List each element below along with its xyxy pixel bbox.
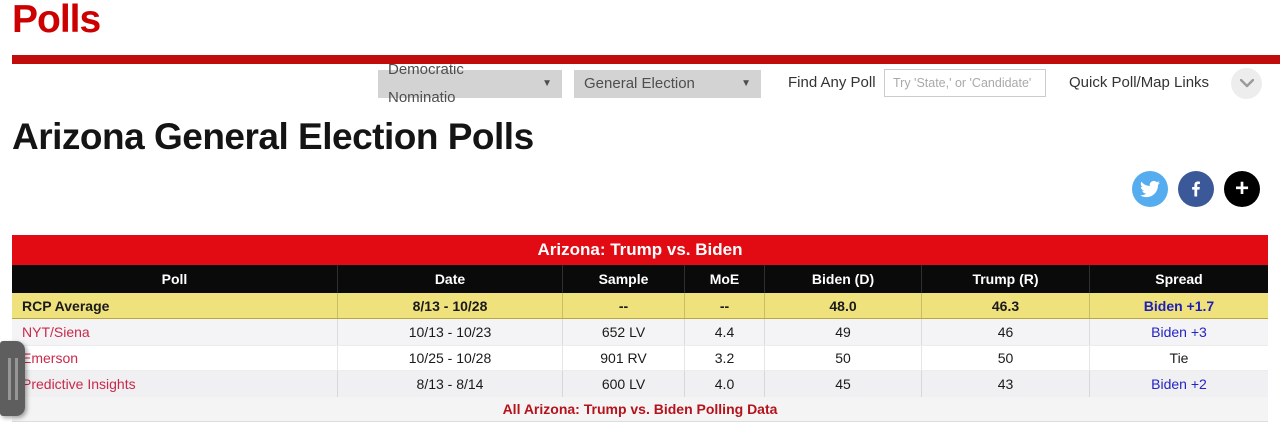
header-divider-bar <box>12 55 1280 64</box>
poll-sample: -- <box>563 293 685 318</box>
column-header-biden: Biden (D) <box>765 265 922 293</box>
spread-value[interactable]: Biden +2 <box>1151 376 1207 392</box>
all-polling-data-link[interactable]: All Arizona: Trump vs. Biden Polling Dat… <box>502 401 778 417</box>
table-row-nyt-siena: NYT/Siena 10/13 - 10/23 652 LV 4.4 49 46… <box>12 319 1268 345</box>
column-header-trump: Trump (R) <box>922 265 1090 293</box>
trump-value: 46.3 <box>922 293 1090 318</box>
poll-sample: 600 LV <box>563 371 685 397</box>
quick-links-label: Quick Poll/Map Links <box>1069 74 1210 91</box>
column-header-sample: Sample <box>563 265 685 293</box>
poll-moe: -- <box>685 293 765 318</box>
poll-date: 10/13 - 10/23 <box>338 319 563 345</box>
plus-icon: + <box>1234 175 1249 202</box>
twitter-share-button[interactable] <box>1132 171 1168 207</box>
poll-name: RCP Average <box>12 293 338 318</box>
spread-value[interactable]: Biden +3 <box>1151 324 1207 340</box>
poll-moe: 4.0 <box>685 371 765 397</box>
table-row-rcp-average: RCP Average 8/13 - 10/28 -- -- 48.0 46.3… <box>12 293 1268 319</box>
election-type-dropdown[interactable]: General Election ▼ <box>574 70 761 98</box>
column-header-date: Date <box>338 265 563 293</box>
table-row-emerson: Emerson 10/25 - 10/28 901 RV 3.2 50 50 T… <box>12 345 1268 371</box>
table-title: Arizona: Trump vs. Biden <box>12 235 1268 265</box>
poll-moe: 4.4 <box>685 319 765 345</box>
polls-table: Arizona: Trump vs. Biden Poll Date Sampl… <box>12 235 1268 422</box>
spread-value: Tie <box>1169 350 1189 366</box>
page-title: Arizona General Election Polls <box>12 116 534 157</box>
poll-sample: 652 LV <box>563 319 685 345</box>
nomination-dropdown[interactable]: Democratic Nominatio ▼ <box>378 61 562 106</box>
more-share-button[interactable]: + <box>1224 171 1260 207</box>
drawer-grip-icon <box>14 357 18 400</box>
poll-name-link[interactable]: Predictive Insights <box>12 371 338 397</box>
poll-date: 8/13 - 10/28 <box>338 293 563 318</box>
trump-value: 43 <box>922 371 1090 397</box>
dropdown-arrow-icon: ▼ <box>741 78 751 89</box>
quick-links-expand-button[interactable] <box>1231 68 1262 99</box>
spread-value[interactable]: Biden +1.7 <box>1143 297 1215 314</box>
nomination-dropdown-value: Democratic Nominatio <box>388 61 464 106</box>
column-header-poll: Poll <box>12 265 338 293</box>
column-header-spread: Spread <box>1155 271 1203 287</box>
table-header-row: Poll Date Sample MoE Biden (D) Trump (R)… <box>12 265 1268 293</box>
poll-sample: 901 RV <box>563 346 685 370</box>
poll-date: 8/13 - 8/14 <box>338 371 563 397</box>
chevron-down-icon <box>1239 79 1254 88</box>
election-type-dropdown-value: General Election <box>584 75 695 92</box>
table-body: RCP Average 8/13 - 10/28 -- -- 48.0 46.3… <box>12 293 1268 397</box>
poll-moe: 3.2 <box>685 346 765 370</box>
find-any-poll-label: Find Any Poll <box>788 74 876 91</box>
poll-search-input[interactable] <box>884 69 1046 97</box>
biden-value: 49 <box>765 319 922 345</box>
dropdown-arrow-icon: ▼ <box>542 78 552 89</box>
trump-value: 46 <box>922 319 1090 345</box>
side-drawer-handle[interactable] <box>0 341 25 416</box>
site-logo[interactable]: Polls <box>12 0 101 41</box>
poll-name-link[interactable]: Emerson <box>12 346 338 370</box>
trump-value: 50 <box>922 346 1090 370</box>
biden-value: 48.0 <box>765 293 922 318</box>
twitter-icon <box>1140 180 1160 198</box>
poll-name-link[interactable]: NYT/Siena <box>12 319 338 345</box>
social-share-buttons: + <box>1132 171 1260 207</box>
table-row-predictive-insights: Predictive Insights 8/13 - 8/14 600 LV 4… <box>12 371 1268 397</box>
biden-value: 45 <box>765 371 922 397</box>
poll-date: 10/25 - 10/28 <box>338 346 563 370</box>
facebook-icon <box>1192 181 1200 197</box>
facebook-share-button[interactable] <box>1178 171 1214 207</box>
column-header-moe: MoE <box>685 265 765 293</box>
drawer-grip-icon <box>7 357 11 400</box>
table-footer: All Arizona: Trump vs. Biden Polling Dat… <box>12 397 1268 422</box>
biden-value: 50 <box>765 346 922 370</box>
